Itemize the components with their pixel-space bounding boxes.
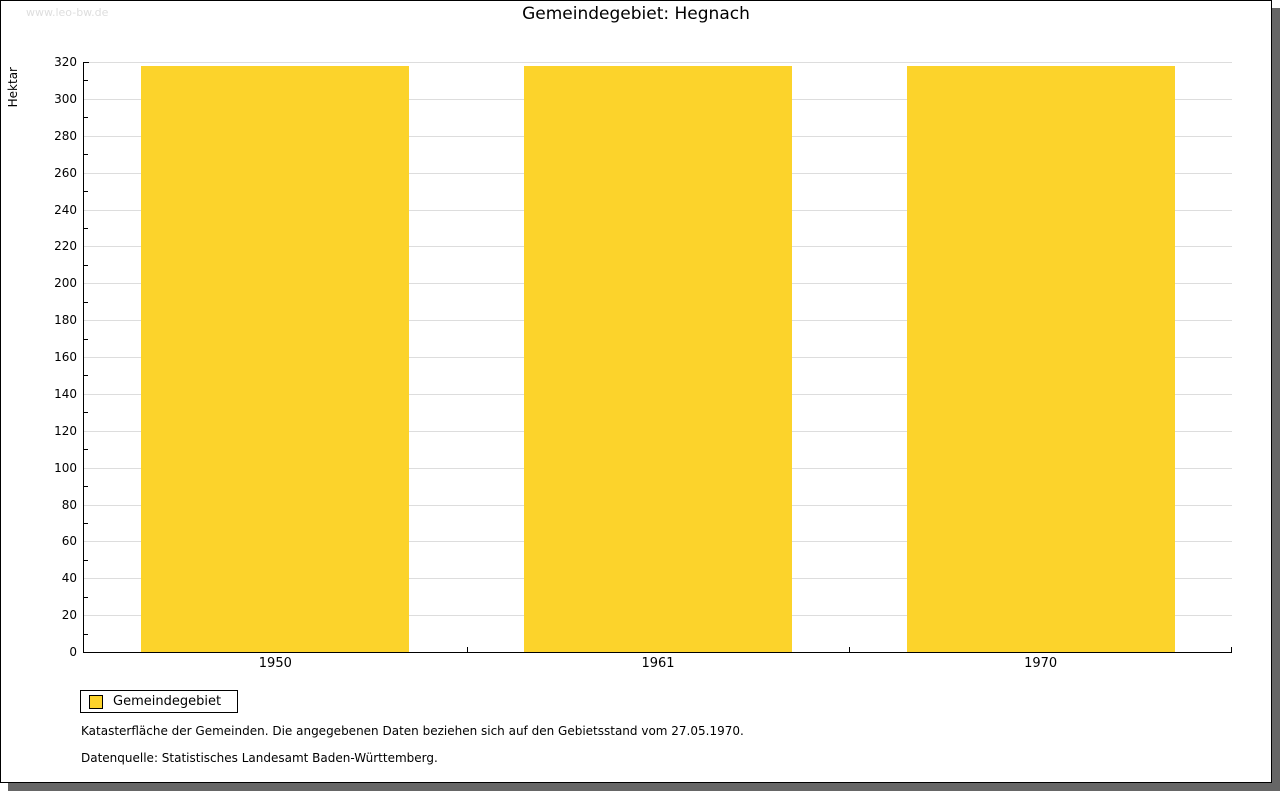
chart-title: Gemeindegebiet: Hegnach xyxy=(522,4,750,24)
y-axis-endcap xyxy=(84,62,89,63)
bar-1970 xyxy=(906,65,1175,652)
y-minor-tick xyxy=(84,522,88,524)
x-tick-label: 1970 xyxy=(1024,656,1058,671)
y-minor-tick xyxy=(84,412,88,414)
data-source-caption: Datenquelle: Statistisches Landesamt Bad… xyxy=(81,751,438,765)
y-minor-tick xyxy=(84,264,88,266)
y-tick-label: 220 xyxy=(54,239,77,254)
bar-1961 xyxy=(524,65,792,652)
y-tick-label: 300 xyxy=(54,91,77,106)
y-minor-tick xyxy=(84,486,88,488)
y-minor-tick xyxy=(84,559,88,561)
legend: Gemeindegebiet xyxy=(80,690,239,713)
x-axis-endcap xyxy=(1231,647,1232,652)
y-minor-tick xyxy=(84,338,88,340)
y-tick-label: 180 xyxy=(54,313,77,328)
y-tick-label: 320 xyxy=(54,55,77,69)
bar-1950 xyxy=(141,65,410,652)
gridline-y-320 xyxy=(84,62,1232,63)
y-tick-label: 280 xyxy=(54,128,77,143)
y-minor-tick xyxy=(84,154,88,156)
y-tick-label: 100 xyxy=(54,460,77,475)
legend-swatch-icon xyxy=(89,694,103,709)
x-boundary-tick xyxy=(466,647,468,652)
y-minor-tick xyxy=(84,227,88,229)
watermark: www.leo-bw.de xyxy=(26,6,109,19)
y-minor-tick xyxy=(84,596,88,598)
legend-label: Gemeindegebiet xyxy=(113,694,222,709)
y-minor-tick xyxy=(84,117,88,119)
y-minor-tick xyxy=(84,80,88,82)
y-minor-tick xyxy=(84,301,88,303)
y-tick-label: 260 xyxy=(54,165,77,180)
y-tick-label: 0 xyxy=(69,645,77,659)
y-minor-tick xyxy=(84,449,88,451)
chart-caption: Katasterfläche der Gemeinden. Die angege… xyxy=(81,724,744,738)
y-axis-title: Hektar xyxy=(6,67,20,108)
y-tick-label: 240 xyxy=(54,202,77,217)
y-tick-label: 40 xyxy=(61,571,77,586)
y-tick-label: 200 xyxy=(54,276,77,291)
x-tick-label: 1950 xyxy=(258,656,292,671)
y-minor-tick xyxy=(84,191,88,193)
y-tick-label: 160 xyxy=(54,350,77,364)
y-tick-label: 80 xyxy=(61,497,77,512)
x-tick-label: 1961 xyxy=(641,656,675,671)
y-tick-label: 60 xyxy=(61,534,77,549)
y-tick-label: 120 xyxy=(54,423,77,438)
y-minor-tick xyxy=(84,375,88,377)
y-minor-tick xyxy=(84,633,88,635)
y-tick-label: 140 xyxy=(54,386,77,401)
x-boundary-tick xyxy=(849,647,851,652)
y-tick-label: 20 xyxy=(61,608,77,623)
plot-area: 0 20 40 60 80 100 120 140 160 180 200 220 240 260 280 3… xyxy=(54,55,1232,671)
